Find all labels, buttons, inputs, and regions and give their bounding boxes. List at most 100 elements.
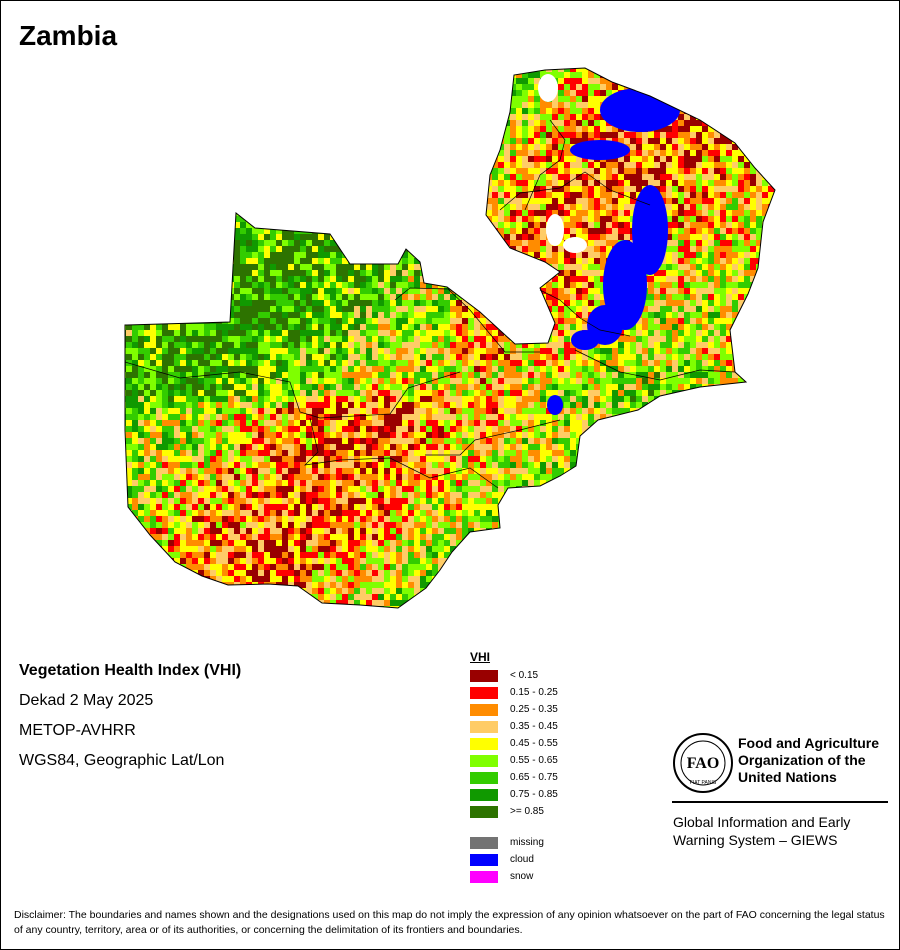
raster-cell <box>444 192 450 198</box>
raster-cell <box>612 216 618 222</box>
raster-cell <box>216 246 222 252</box>
raster-cell <box>552 198 558 204</box>
raster-cell <box>756 300 762 306</box>
raster-cell <box>216 78 222 84</box>
raster-cell <box>762 240 768 246</box>
raster-cell <box>348 324 354 330</box>
raster-cell <box>780 318 786 324</box>
raster-cell <box>156 246 162 252</box>
raster-cell <box>564 174 570 180</box>
raster-cell <box>642 174 648 180</box>
raster-cell <box>492 114 498 120</box>
raster-cell <box>528 306 534 312</box>
raster-cell <box>462 282 468 288</box>
raster-cell <box>780 234 786 240</box>
raster-cell <box>150 276 156 282</box>
raster-cell <box>125 210 126 216</box>
raster-cell <box>534 132 540 138</box>
raster-cell <box>564 168 570 174</box>
raster-cell <box>468 132 474 138</box>
raster-cell <box>726 174 732 180</box>
raster-cell <box>492 84 498 90</box>
raster-cell <box>234 84 240 90</box>
raster-cell <box>198 132 204 138</box>
raster-cell <box>774 162 775 168</box>
raster-cell <box>270 234 276 240</box>
raster-cell <box>768 144 774 150</box>
raster-cell <box>288 234 294 240</box>
raster-cell <box>642 84 648 90</box>
raster-cell <box>708 114 714 120</box>
raster-cell <box>276 294 282 300</box>
raster-cell <box>228 312 234 318</box>
raster-cell <box>504 300 510 306</box>
raster-cell <box>720 228 726 234</box>
raster-cell <box>768 216 774 222</box>
raster-cell <box>582 174 588 180</box>
raster-cell <box>684 60 690 66</box>
raster-cell <box>354 282 360 288</box>
raster-cell <box>372 102 378 108</box>
raster-cell <box>162 270 168 276</box>
raster-cell <box>474 84 480 90</box>
raster-cell <box>768 186 774 192</box>
raster-cell <box>288 270 294 276</box>
raster-cell <box>384 132 390 138</box>
raster-cell <box>672 288 678 294</box>
raster-cell <box>240 78 246 84</box>
raster-cell <box>462 216 468 222</box>
raster-cell <box>276 174 282 180</box>
raster-cell <box>732 78 738 84</box>
raster-cell <box>234 306 240 312</box>
raster-cell <box>330 300 336 306</box>
raster-cell <box>318 68 324 72</box>
raster-cell <box>606 68 612 72</box>
raster-cell <box>246 246 252 252</box>
raster-cell <box>300 288 306 294</box>
raster-cell <box>372 282 378 288</box>
raster-cell <box>192 120 198 126</box>
raster-cell <box>780 180 786 186</box>
raster-cell <box>660 162 666 168</box>
raster-cell <box>125 258 126 264</box>
raster-cell <box>126 288 132 294</box>
raster-cell <box>750 174 756 180</box>
raster-cell <box>198 90 204 96</box>
raster-cell <box>264 78 270 84</box>
raster-cell <box>732 312 738 318</box>
raster-cell <box>396 150 402 156</box>
raster-cell <box>498 210 504 216</box>
raster-cell <box>174 108 180 114</box>
raster-cell <box>606 126 612 132</box>
raster-cell <box>288 90 294 96</box>
raster-cell <box>336 162 342 168</box>
raster-cell <box>174 288 180 294</box>
raster-cell <box>276 318 282 324</box>
raster-cell <box>366 114 372 120</box>
raster-cell <box>354 222 360 228</box>
raster-cell <box>708 126 714 132</box>
raster-cell <box>192 204 198 210</box>
raster-cell <box>234 276 240 282</box>
raster-cell <box>744 174 750 180</box>
raster-cell <box>174 78 180 84</box>
raster-cell <box>702 264 708 270</box>
raster-cell <box>444 180 450 186</box>
raster-cell <box>312 60 318 66</box>
raster-cell <box>210 216 216 222</box>
raster-cell <box>774 68 775 72</box>
raster-cell <box>714 132 720 138</box>
raster-cell <box>702 108 708 114</box>
raster-cell <box>522 204 528 210</box>
raster-cell <box>396 252 402 258</box>
raster-cell <box>270 78 276 84</box>
raster-cell <box>150 210 156 216</box>
raster-cell <box>396 240 402 246</box>
raster-cell <box>174 246 180 252</box>
raster-cell <box>588 258 594 264</box>
raster-cell <box>732 132 738 138</box>
raster-cell <box>372 210 378 216</box>
raster-cell <box>306 174 312 180</box>
raster-cell <box>282 120 288 126</box>
raster-cell <box>366 174 372 180</box>
